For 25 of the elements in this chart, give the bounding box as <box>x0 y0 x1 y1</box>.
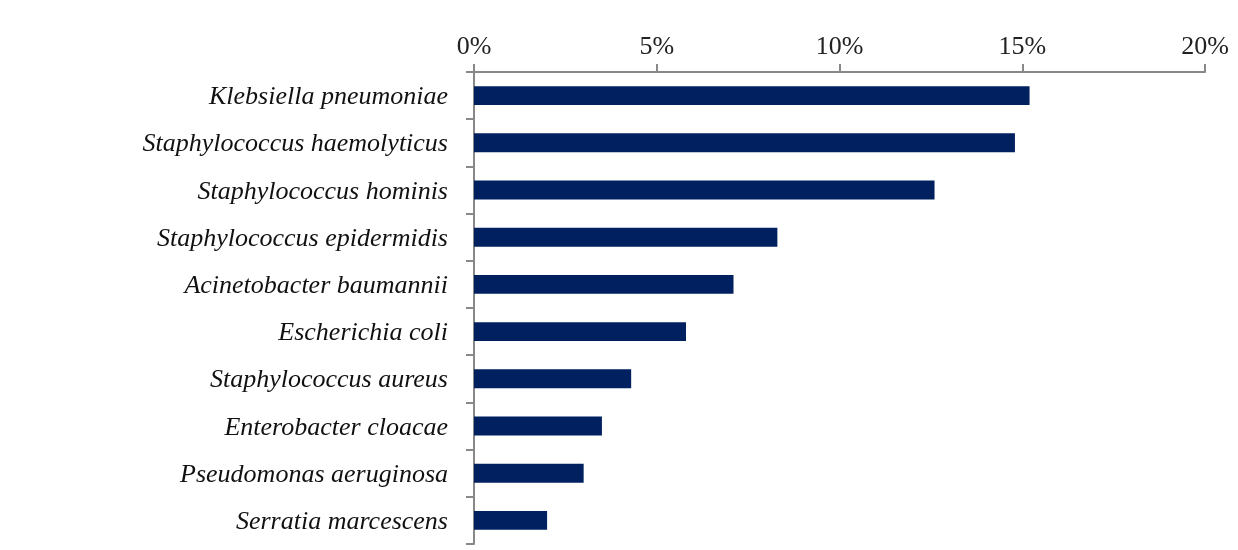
x-tick-label: 5% <box>639 30 675 60</box>
bar <box>474 227 778 247</box>
bar <box>474 180 935 200</box>
y-tick-label: Staphylococcus hominis <box>197 175 448 205</box>
x-tick-label: 15% <box>998 30 1047 60</box>
y-tick-label: Escherichia coli <box>277 317 448 347</box>
x-tick-label: 20% <box>1181 30 1229 60</box>
bar <box>474 274 734 294</box>
x-tick-label: 10% <box>815 30 864 60</box>
x-tick-label: 0% <box>456 30 492 60</box>
bar <box>474 510 548 530</box>
y-tick-label: Klebsiella pneumoniae <box>207 81 448 111</box>
bar <box>474 133 1015 153</box>
bar <box>474 416 602 436</box>
y-tick-label: Pseudomonas aeruginosa <box>179 458 448 488</box>
y-tick-label: Staphylococcus haemolyticus <box>142 128 448 158</box>
y-tick-label: Serratia marcescens <box>235 505 448 535</box>
y-tick-label: Enterobacter cloacae <box>223 411 448 441</box>
bar <box>474 86 1030 106</box>
y-tick-label: Staphylococcus aureus <box>209 364 448 394</box>
y-tick-label: Staphylococcus epidermidis <box>157 222 448 252</box>
bar <box>474 463 584 483</box>
bar <box>474 369 632 389</box>
y-tick-label: Acinetobacter baumannii <box>182 269 448 299</box>
bar <box>474 322 686 342</box>
